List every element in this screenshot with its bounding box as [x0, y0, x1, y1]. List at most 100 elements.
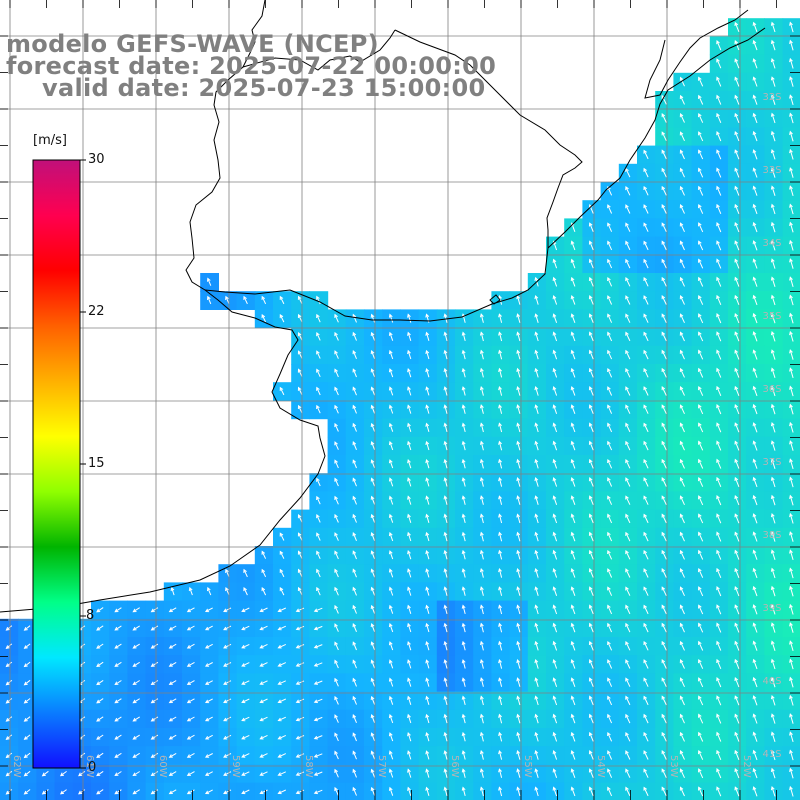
wind-arrow: [461, 622, 466, 633]
wind-arrow: [241, 625, 250, 631]
wind-arrow: [552, 404, 558, 414]
wind-arrow: [661, 604, 667, 615]
wind-arrow: [316, 495, 321, 505]
wind-arrow: [370, 677, 376, 687]
wind-arrow: [607, 440, 613, 451]
wind-arrow: [625, 258, 631, 269]
wind-arrow: [698, 786, 704, 797]
wind-arrow: [770, 403, 776, 415]
wind-arrow: [223, 734, 232, 740]
wind-arrow: [370, 768, 376, 778]
wind-arrow: [168, 698, 177, 704]
wind-arrow: [734, 331, 740, 342]
wind-arrow: [716, 222, 722, 233]
wind-arrow: [716, 749, 722, 760]
wind-arrow: [588, 258, 594, 269]
wind-arrow: [407, 458, 412, 469]
wind-arrow: [588, 677, 594, 687]
wind-arrow: [407, 768, 412, 778]
wind-arrow: [425, 586, 430, 596]
wind-arrow: [789, 385, 794, 397]
wind-arrow: [607, 386, 613, 396]
wind-arrow: [516, 349, 521, 360]
wind-arrow: [479, 677, 484, 687]
wind-arrow: [316, 514, 321, 523]
wind-arrow: [752, 786, 758, 797]
wind-arrow: [789, 694, 794, 706]
wind-arrow: [534, 750, 539, 760]
latitude-label: 40S: [762, 676, 781, 687]
wind-arrow: [186, 625, 195, 631]
wind-arrow: [570, 568, 576, 578]
wind-arrow: [534, 768, 539, 778]
wind-arrow: [259, 625, 268, 631]
wind-arrow: [734, 549, 740, 560]
wind-arrow: [734, 768, 740, 779]
wind-arrow: [588, 713, 594, 724]
wind-arrow: [770, 585, 776, 597]
wind-arrow: [607, 659, 613, 669]
wind-arrow: [297, 550, 303, 560]
wind-arrow: [259, 789, 268, 795]
wind-arrow: [479, 622, 484, 633]
wind-arrow: [643, 440, 649, 451]
wind-arrow: [643, 204, 649, 214]
wind-arrow: [295, 789, 305, 795]
wind-arrow: [588, 531, 594, 542]
wind-arrow: [770, 258, 776, 269]
wind-arrow: [334, 350, 339, 359]
wind-arrow: [259, 698, 268, 704]
wind-arrow: [770, 422, 776, 433]
wind-arrow: [661, 276, 667, 287]
wind-arrow: [607, 422, 613, 433]
wind-arrow: [679, 731, 685, 742]
wind-arrow: [643, 313, 649, 323]
wind-arrow: [316, 386, 321, 396]
wind-arrow: [661, 731, 667, 742]
wind-arrow: [241, 698, 250, 704]
wind-arrow: [259, 643, 268, 649]
wind-arrow: [370, 641, 376, 651]
wind-arrow: [752, 130, 758, 142]
wind-arrow: [752, 567, 758, 579]
wind-arrow: [789, 203, 794, 215]
wind-arrow: [277, 607, 287, 613]
wind-arrow: [479, 349, 484, 360]
wind-arrow: [352, 331, 357, 341]
wind-arrow: [295, 716, 305, 722]
latitude-label: 34S: [762, 238, 781, 249]
wind-arrow: [588, 458, 594, 469]
wind-arrow: [661, 695, 667, 706]
wind-arrow: [643, 604, 649, 615]
wind-arrow: [186, 607, 195, 613]
wind-arrow: [698, 640, 704, 651]
wind-arrow: [698, 222, 704, 233]
wind-arrow: [59, 770, 67, 777]
wind-arrow: [734, 458, 740, 469]
wind-arrow: [352, 604, 357, 614]
wind-arrow: [407, 349, 412, 360]
wind-arrow: [588, 477, 594, 487]
wind-arrow: [461, 731, 466, 742]
wind-arrow: [204, 643, 213, 649]
wind-arrow: [498, 331, 503, 342]
wind-arrow: [716, 476, 722, 487]
wind-arrow: [679, 131, 685, 142]
wind-arrow: [352, 386, 357, 396]
wind-arrow: [570, 422, 576, 433]
wind-arrow: [770, 658, 776, 670]
wind-arrow: [752, 767, 758, 779]
wind-arrow: [588, 586, 594, 596]
wind-arrow: [734, 112, 740, 123]
wind-arrow: [734, 513, 740, 524]
wind-arrow: [279, 313, 285, 323]
wind-arrow: [661, 531, 667, 542]
wind-arrow: [679, 713, 685, 724]
wind-arrow: [570, 386, 576, 396]
wind-arrow: [370, 695, 376, 705]
wind-arrow: [516, 713, 521, 724]
wind-arrow: [334, 623, 339, 632]
wind-arrow: [607, 531, 613, 542]
wind-arrow: [625, 204, 631, 214]
